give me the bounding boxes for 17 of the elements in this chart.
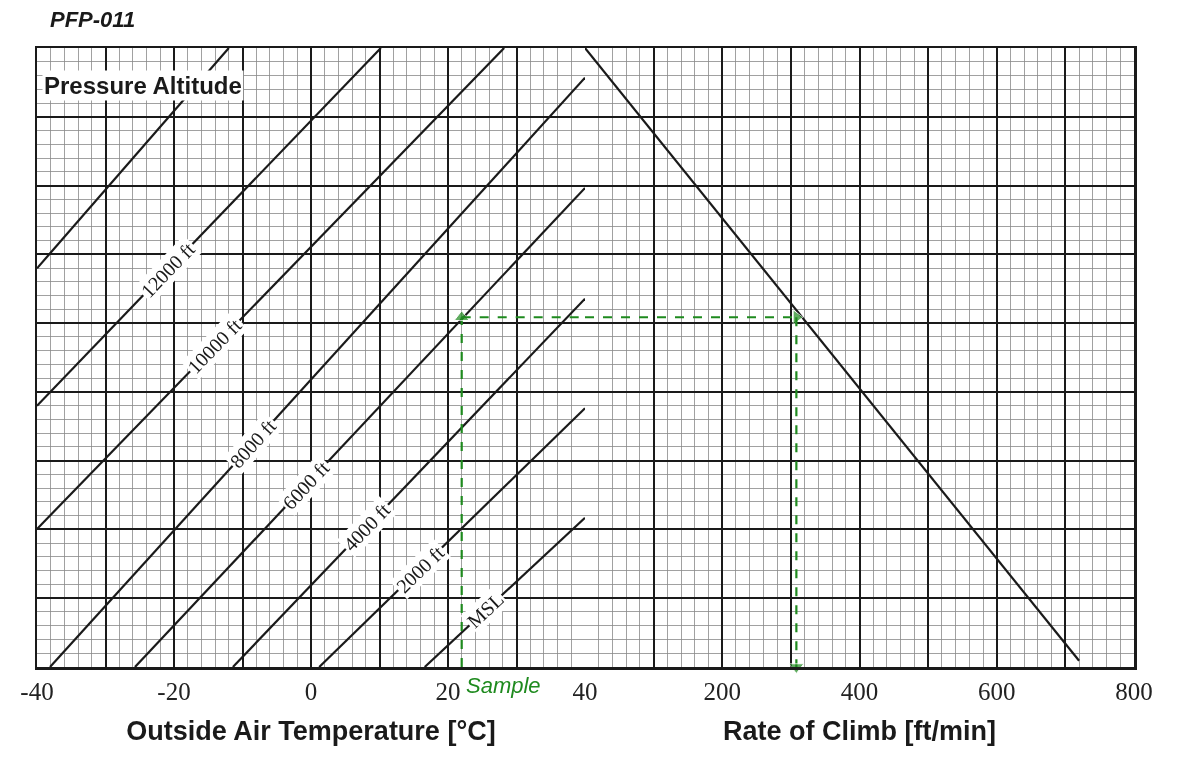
x-tick-label: 400 bbox=[840, 677, 879, 705]
x-tick-label: 200 bbox=[703, 677, 741, 705]
x-axis-title: Rate of Climb [ft/min] bbox=[723, 716, 996, 747]
x-tick-label: -20 bbox=[157, 677, 191, 705]
x-tick-label: 0 bbox=[304, 677, 318, 705]
x-tick-label: 40 bbox=[572, 677, 598, 705]
x-tick-label: 800 bbox=[1115, 677, 1153, 705]
annotation: Sample bbox=[466, 673, 541, 698]
x-axis-title: Outside Air Temperature [°C] bbox=[126, 716, 496, 747]
chart-title: PFP-011 bbox=[50, 6, 136, 32]
x-tick-label: 600 bbox=[978, 677, 1016, 705]
x-tick-label: -40 bbox=[20, 677, 54, 705]
text: 6000 ft bbox=[278, 456, 334, 514]
annotation: Pressure Altitude bbox=[44, 72, 242, 99]
text: 4000 ft bbox=[338, 498, 395, 556]
x-tick-label: 20 bbox=[435, 677, 461, 705]
text: MSL bbox=[462, 588, 508, 633]
